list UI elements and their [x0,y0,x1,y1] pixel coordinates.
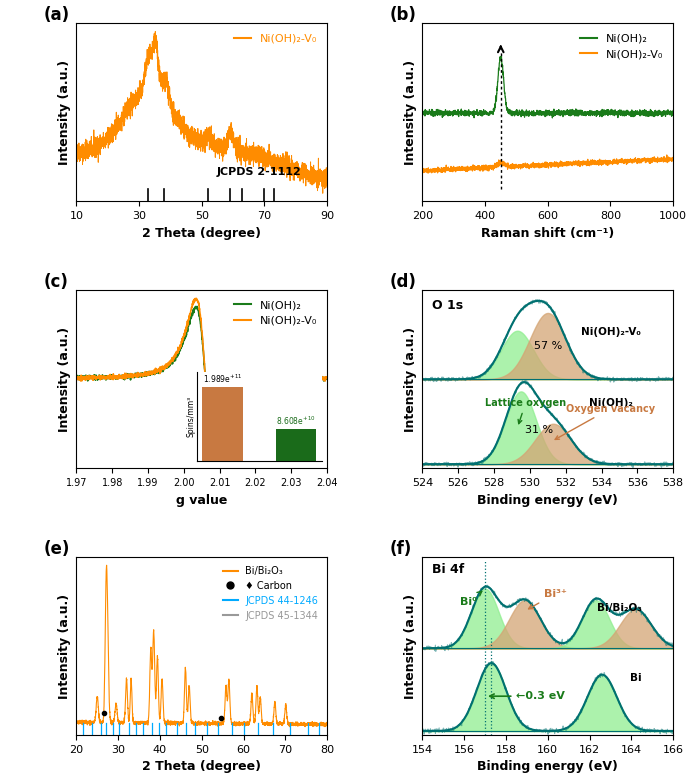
Legend: Ni(OH)₂, Ni(OH)₂-V₀: Ni(OH)₂, Ni(OH)₂-V₀ [576,29,668,63]
Text: Lattice oxygen: Lattice oxygen [485,398,566,424]
X-axis label: 2 Theta (degree): 2 Theta (degree) [142,760,261,773]
Y-axis label: Intensity (a.u.): Intensity (a.u.) [404,327,417,432]
Text: (e): (e) [44,540,70,558]
Text: JCPDS 2-1112: JCPDS 2-1112 [217,167,301,177]
Y-axis label: Intensity (a.u.): Intensity (a.u.) [58,327,71,432]
Text: (b): (b) [390,6,416,24]
Text: O 1s: O 1s [432,300,464,312]
Legend: Ni(OH)₂-V₀: Ni(OH)₂-V₀ [230,29,321,48]
Text: ←0.3 eV: ←0.3 eV [490,691,566,701]
Text: Oxygen vacancy: Oxygen vacancy [555,404,655,439]
Text: Bi 4f: Bi 4f [432,562,465,576]
Text: (c): (c) [44,273,69,291]
X-axis label: Raman shift (cm⁻¹): Raman shift (cm⁻¹) [481,227,614,239]
Legend: Bi/Bi₂O₃, ♦ Carbon, JCPDS 44-1246, JCPDS 45-1344: Bi/Bi₂O₃, ♦ Carbon, JCPDS 44-1246, JCPDS… [219,562,322,624]
Text: (f): (f) [390,540,412,558]
Text: (a): (a) [44,6,70,24]
Text: Bi⁰: Bi⁰ [460,591,482,607]
X-axis label: 2 Theta (degree): 2 Theta (degree) [142,227,261,239]
Text: 57 %: 57 % [534,340,562,350]
Y-axis label: Intensity (a.u.): Intensity (a.u.) [404,594,417,698]
Text: Bi³⁺: Bi³⁺ [529,589,566,609]
Legend: Ni(OH)₂, Ni(OH)₂-V₀: Ni(OH)₂, Ni(OH)₂-V₀ [230,296,321,330]
X-axis label: g value: g value [176,493,228,507]
Text: Ni(OH)₂-V₀: Ni(OH)₂-V₀ [581,327,641,337]
X-axis label: Binding energy (eV): Binding energy (eV) [477,760,618,773]
Text: (d): (d) [390,273,416,291]
Y-axis label: Intensity (a.u.): Intensity (a.u.) [58,60,71,165]
X-axis label: Binding energy (eV): Binding energy (eV) [477,493,618,507]
Text: 31 %: 31 % [525,425,553,436]
Text: Bi/Bi₂O₃: Bi/Bi₂O₃ [597,603,642,613]
Text: Ni(OH)₂: Ni(OH)₂ [589,398,632,408]
Y-axis label: Intensity (a.u.): Intensity (a.u.) [404,60,417,165]
Text: Bi: Bi [630,673,642,683]
Y-axis label: Intensity (a.u.): Intensity (a.u.) [58,594,71,698]
